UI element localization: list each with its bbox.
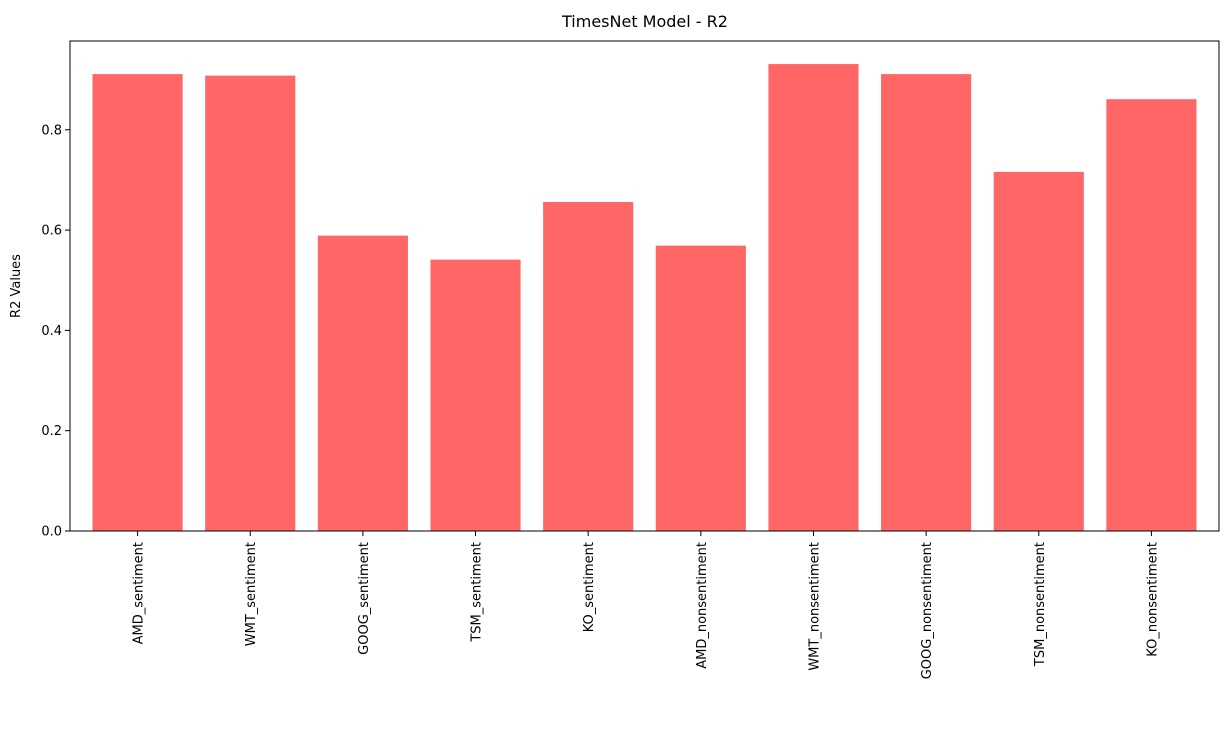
bar-AMD_nonsentiment xyxy=(655,245,746,531)
x-tick-label: WMT_nonsentiment xyxy=(807,542,822,671)
y-tick-label: 0.6 xyxy=(41,224,62,239)
y-tick-label: 0.2 xyxy=(41,424,62,439)
chart-title: TimesNet Model - R2 xyxy=(561,12,728,31)
bar-WMT_sentiment xyxy=(205,75,296,532)
bar-GOOG_nonsentiment xyxy=(881,74,972,531)
x-tick-label: WMT_sentiment xyxy=(244,542,259,646)
bar-TSM_sentiment xyxy=(430,259,521,531)
bar-AMD_sentiment xyxy=(92,74,183,531)
x-tick-label: GOOG_nonsentiment xyxy=(920,542,935,679)
x-tick-label: KO_nonsentiment xyxy=(1145,542,1160,657)
plot-frame xyxy=(69,40,1220,532)
y-axis-label: R2 Values xyxy=(9,254,24,318)
x-tick-label: KO_sentiment xyxy=(582,542,597,632)
bar-KO_nonsentiment xyxy=(1106,99,1197,532)
x-tick-label: AMD_sentiment xyxy=(132,542,147,644)
x-tick-label: GOOG_sentiment xyxy=(357,542,372,655)
x-tick-label: AMD_nonsentiment xyxy=(695,542,710,669)
ticks-layer: AMD_sentiment WMT_sentiment GOOG_sentiment… xyxy=(41,123,1160,679)
bars-layer xyxy=(92,64,1197,532)
y-tick-label: 0.0 xyxy=(41,525,62,540)
x-tick-label: TSM_nonsentiment xyxy=(1033,542,1048,667)
y-tick-label: 0.8 xyxy=(41,123,62,138)
x-tick-label: TSM_sentiment xyxy=(470,542,485,643)
bar-KO_sentiment xyxy=(543,201,634,532)
bar-TSM_nonsentiment xyxy=(993,171,1084,531)
bar-WMT_nonsentiment xyxy=(768,64,859,531)
bar-GOOG_sentiment xyxy=(317,235,408,531)
y-tick-label: 0.4 xyxy=(41,324,62,339)
